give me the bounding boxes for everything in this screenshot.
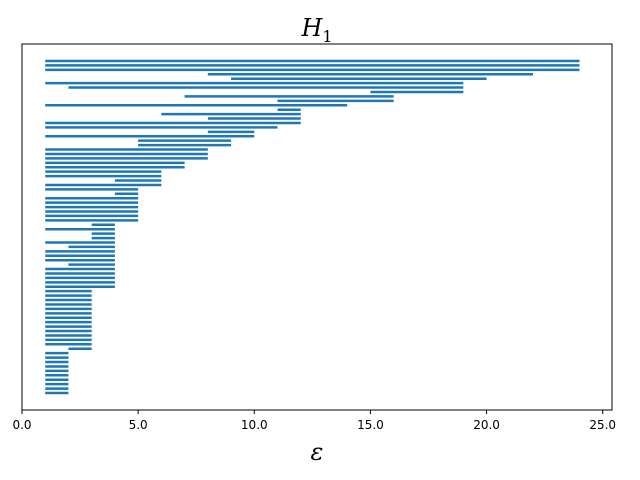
x-tick-label: 0.0 — [12, 418, 31, 432]
x-tick-label: 20.0 — [473, 418, 500, 432]
bars-group — [45, 59, 580, 395]
x-tick-label: 15.0 — [357, 418, 384, 432]
plot-frame — [21, 43, 613, 411]
x-axis-label: ε — [311, 438, 324, 466]
x-tick-label: 25.0 — [589, 418, 616, 432]
chart-title: H1 — [300, 14, 332, 46]
x-tick-label: 10.0 — [241, 418, 268, 432]
x-axis-ticks: 0.0 5.0 10.0 15.0 20.0 25.0 — [12, 410, 616, 432]
x-tick-label: 5.0 — [129, 418, 148, 432]
